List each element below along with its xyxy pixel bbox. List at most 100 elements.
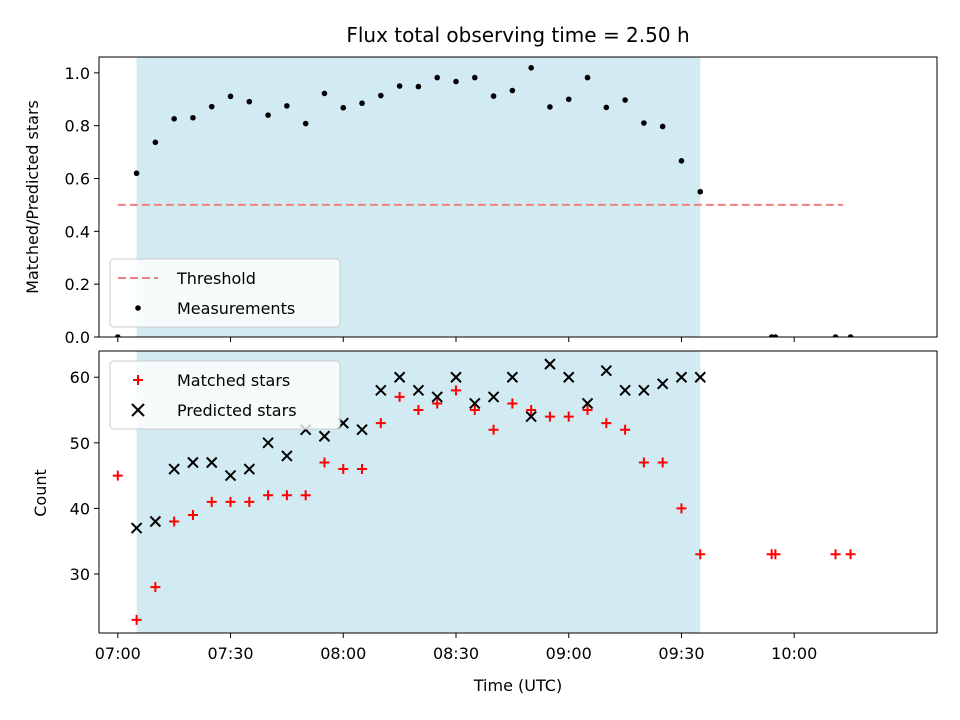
x-tick-label: 09:30 xyxy=(658,644,704,663)
predicted-star-point xyxy=(393,371,406,383)
matched-star-point xyxy=(695,549,706,560)
matched-star-point xyxy=(620,424,631,435)
predicted-star-point xyxy=(581,397,594,410)
matched-star-point xyxy=(300,490,311,501)
matched-star-point xyxy=(488,424,499,435)
measurement-point xyxy=(509,87,516,94)
predicted-star-point xyxy=(243,463,256,475)
measurement-point xyxy=(359,100,365,107)
predicted-star-point xyxy=(168,463,180,475)
matched-star-point xyxy=(507,398,518,409)
measurement-point xyxy=(340,104,347,111)
predicted-star-point xyxy=(694,371,706,383)
matched-star-point xyxy=(244,496,255,507)
predicted-star-point xyxy=(544,358,556,370)
predicted-star-point xyxy=(375,384,387,397)
legend-predicted-swatch xyxy=(131,403,145,417)
measurement-point xyxy=(471,74,478,81)
measurement-point xyxy=(603,104,610,111)
legend-bottom: Matched stars Predicted stars xyxy=(109,360,341,430)
measurement-point xyxy=(622,97,628,103)
matched-star-point xyxy=(375,418,386,429)
legend-label: Threshold xyxy=(176,269,256,288)
y-tick-label: 50 xyxy=(70,434,90,453)
predicted-star-point xyxy=(506,371,519,383)
measurement-point xyxy=(415,83,422,90)
x-tick-label: 10:00 xyxy=(771,644,817,663)
measurement-point xyxy=(584,74,591,81)
y-tick-label: 0.2 xyxy=(65,275,90,294)
predicted-star-point xyxy=(675,371,688,383)
matched-star-point xyxy=(845,549,856,560)
legend-measurement-swatch xyxy=(135,305,141,311)
y-tick-label: 0.0 xyxy=(65,328,90,347)
measurement-point xyxy=(396,83,403,89)
matched-star-point xyxy=(526,405,537,416)
predicted-star-point xyxy=(187,456,199,469)
measurement-point xyxy=(171,116,177,122)
x-tick-label: 07:30 xyxy=(207,644,253,663)
y-tick-label: 0.4 xyxy=(65,222,90,241)
matched-star-point xyxy=(263,490,274,501)
matched-star-point xyxy=(413,405,424,416)
matched-star-point xyxy=(319,457,330,468)
legend-matched-swatch xyxy=(133,375,143,385)
matched-star-point xyxy=(450,385,461,396)
measurement-point xyxy=(208,103,215,110)
measurement-point xyxy=(284,103,290,109)
measurement-point xyxy=(832,334,839,337)
y-tick-label: 40 xyxy=(70,499,90,518)
measurement-point xyxy=(152,139,159,146)
predicted-star-point xyxy=(450,371,462,383)
measurement-point xyxy=(547,104,553,110)
x-axis-label: Time (UTC) xyxy=(473,676,562,695)
matched-star-point xyxy=(112,470,123,481)
matched-star-point xyxy=(150,582,161,593)
measurement-point xyxy=(114,334,121,337)
predicted-star-point xyxy=(356,423,368,436)
measurement-point xyxy=(265,112,271,118)
y-axis-label-bottom: Count xyxy=(31,469,50,517)
matched-star-point xyxy=(770,549,781,560)
measurement-point xyxy=(528,65,534,71)
matched-star-point xyxy=(357,464,368,475)
predicted-star-point xyxy=(206,456,218,469)
predicted-star-point xyxy=(281,450,293,462)
predicted-star-point xyxy=(563,371,575,383)
matched-star-point xyxy=(830,549,841,560)
y-tick-label: 1.0 xyxy=(65,64,90,83)
matched-star-point xyxy=(225,496,236,507)
measurement-point xyxy=(847,334,854,337)
measurement-point xyxy=(434,74,441,81)
matched-star-point xyxy=(563,411,574,422)
matched-star-point xyxy=(131,614,142,625)
measurement-point xyxy=(641,120,647,126)
legend-label: Predicted stars xyxy=(177,401,297,420)
x-tick-label: 08:00 xyxy=(320,644,366,663)
matched-star-point xyxy=(676,503,687,514)
legend-box xyxy=(109,360,341,430)
matched-star-point xyxy=(281,490,292,501)
matched-star-point xyxy=(638,457,649,468)
y-tick-label: 0.6 xyxy=(65,170,90,189)
measurement-point xyxy=(246,98,253,105)
matched-star-point xyxy=(394,391,405,402)
predicted-star-point xyxy=(224,469,237,482)
measurement-point xyxy=(302,120,309,127)
measurement-point xyxy=(772,334,779,337)
predicted-star-point xyxy=(318,430,331,442)
matched-star-point xyxy=(206,496,217,507)
legend-label: Matched stars xyxy=(177,371,290,390)
legend-top: Threshold Measurements xyxy=(109,258,341,328)
predicted-star-point xyxy=(638,384,650,397)
predicted-star-point xyxy=(525,410,537,423)
measurement-point xyxy=(227,93,234,100)
predicted-star-point xyxy=(149,515,162,528)
predicted-star-point xyxy=(262,437,274,449)
predicted-star-point xyxy=(600,364,613,377)
matched-star-point xyxy=(338,464,349,475)
x-tick-label: 08:30 xyxy=(433,644,479,663)
y-tick-label: 30 xyxy=(70,565,90,584)
matched-star-point xyxy=(169,516,180,527)
